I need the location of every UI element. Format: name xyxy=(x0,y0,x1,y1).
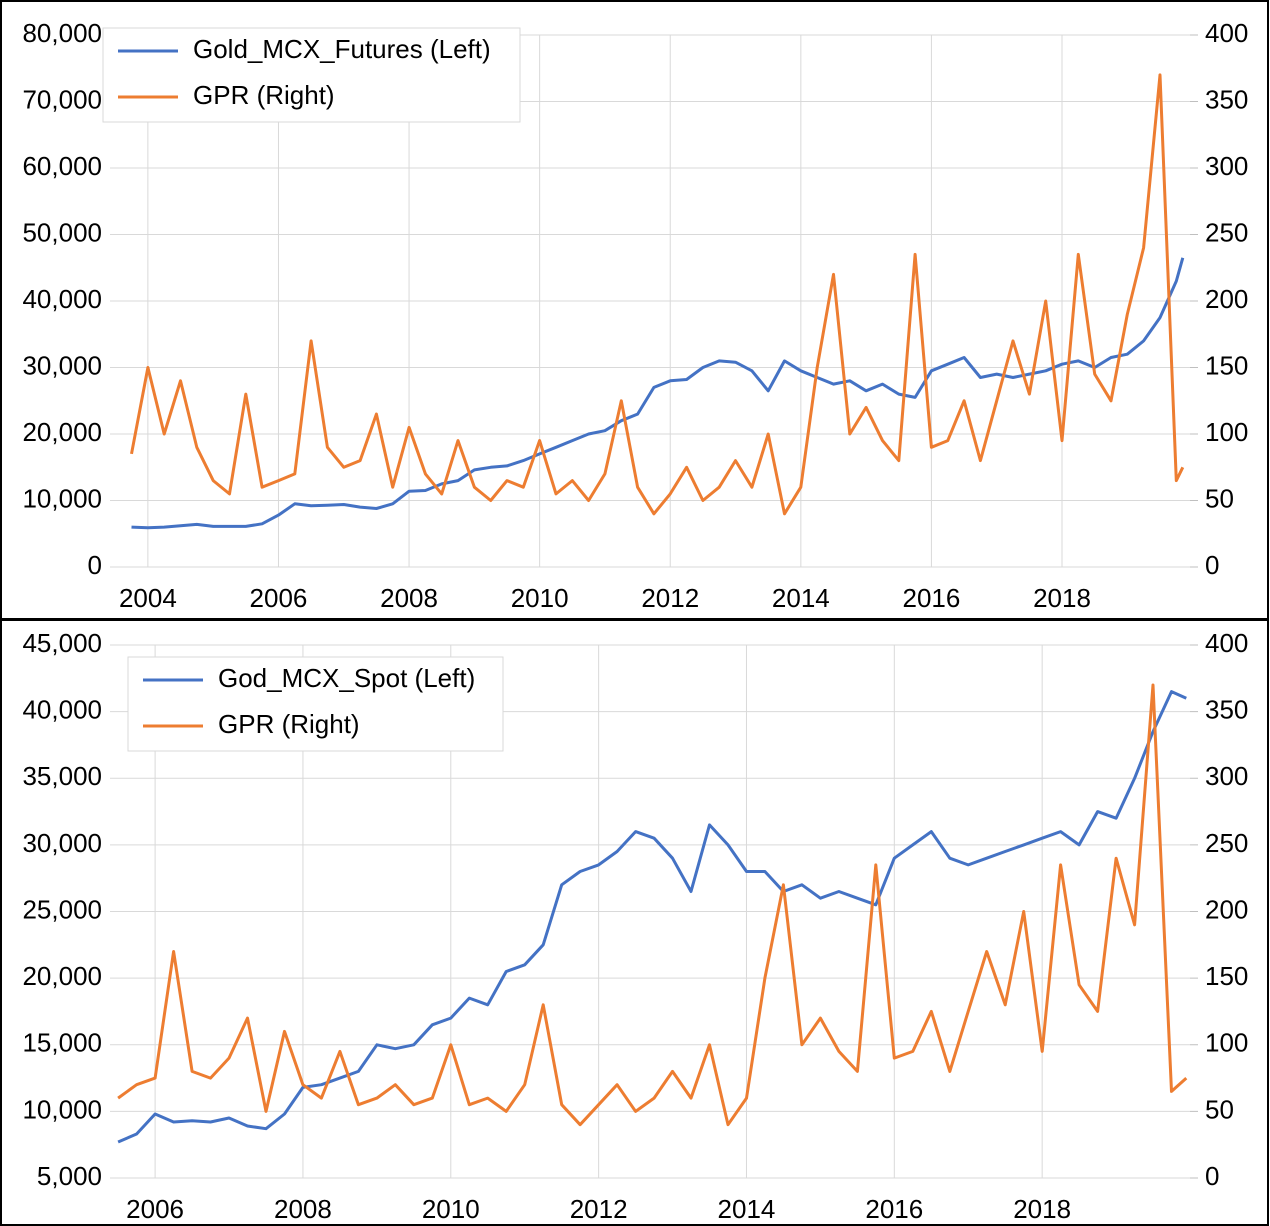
y2-tick-label: 350 xyxy=(1205,84,1248,114)
y2-tick-label: 350 xyxy=(1205,695,1248,725)
chart-panel: 0 10,000 20,000 30,000 40,000 50,000 60,000 70,… xyxy=(0,0,1269,620)
x-tick-label: 2004 xyxy=(119,583,177,613)
y-tick-label: 30,000 xyxy=(22,828,102,858)
series-line xyxy=(130,73,1185,516)
y-tick-label: 35,000 xyxy=(22,761,102,791)
legend-box xyxy=(102,27,521,123)
y2-tick-label: 150 xyxy=(1205,961,1248,991)
x-tick-label: 2016 xyxy=(903,583,961,613)
y-tick-label: 10,000 xyxy=(22,483,102,513)
y2-tick-label: 100 xyxy=(1205,1028,1248,1058)
y2-tick-label: 100 xyxy=(1205,417,1248,447)
y2-tick-label: 0 xyxy=(1205,1161,1219,1191)
x-tick-label: 2006 xyxy=(250,583,308,613)
y-tick-label: 15,000 xyxy=(22,1028,102,1058)
x-tick-label: 2012 xyxy=(570,1194,628,1224)
series-line xyxy=(117,690,1187,1144)
y2-tick-label: 200 xyxy=(1205,284,1248,314)
y2-tick-label: 200 xyxy=(1205,894,1248,924)
x-tick-label: 2010 xyxy=(422,1194,480,1224)
y-tick-label: 30,000 xyxy=(22,350,102,380)
x-tick-label: 2008 xyxy=(274,1194,332,1224)
x-tick-label: 2014 xyxy=(772,583,830,613)
legend-label: God_MCX_Spot (Left) xyxy=(218,663,475,693)
y-tick-label: 40,000 xyxy=(22,284,102,314)
y2-tick-label: 50 xyxy=(1205,483,1234,513)
y-tick-label: 25,000 xyxy=(22,894,102,924)
y-tick-label: 20,000 xyxy=(22,961,102,991)
y2-tick-label: 50 xyxy=(1205,1094,1234,1124)
series-line xyxy=(117,683,1188,1127)
y-tick-label: 20,000 xyxy=(22,417,102,447)
panel-border xyxy=(0,620,1269,1226)
y2-tick-label: 400 xyxy=(1205,18,1248,48)
x-tick-label: 2014 xyxy=(718,1194,776,1224)
series-line xyxy=(131,257,1185,530)
y2-tick-label: 250 xyxy=(1205,217,1248,247)
x-tick-label: 2016 xyxy=(865,1194,923,1224)
y-tick-label: 80,000 xyxy=(22,18,102,48)
y2-tick-label: 300 xyxy=(1205,761,1248,791)
legend-label: Gold_MCX_Futures (Left) xyxy=(193,34,491,64)
y-tick-label: 45,000 xyxy=(22,628,102,658)
chart-panel: 5,000 10,000 15,000 20,000 25,000 30,000 35,00… xyxy=(0,620,1269,1226)
y-tick-label: 50,000 xyxy=(22,217,102,247)
y2-tick-label: 150 xyxy=(1205,350,1248,380)
y2-tick-label: 300 xyxy=(1205,151,1248,181)
y-tick-label: 0 xyxy=(88,550,102,580)
x-tick-label: 2008 xyxy=(380,583,438,613)
y2-tick-label: 0 xyxy=(1205,550,1219,580)
x-tick-label: 2010 xyxy=(511,583,569,613)
x-tick-label: 2012 xyxy=(641,583,699,613)
y-tick-label: 70,000 xyxy=(22,84,102,114)
y-tick-label: 40,000 xyxy=(22,695,102,725)
y2-tick-label: 400 xyxy=(1205,628,1248,658)
x-tick-label: 2018 xyxy=(1033,583,1091,613)
y-tick-label: 5,000 xyxy=(37,1161,102,1191)
y2-tick-label: 250 xyxy=(1205,828,1248,858)
y-tick-label: 10,000 xyxy=(22,1094,102,1124)
panel-border xyxy=(0,0,1269,620)
x-tick-label: 2006 xyxy=(126,1194,184,1224)
legend-label: GPR (Right) xyxy=(193,80,335,110)
legend-box xyxy=(127,656,504,752)
y-tick-label: 60,000 xyxy=(22,151,102,181)
x-tick-label: 2018 xyxy=(1013,1194,1071,1224)
legend-label: GPR (Right) xyxy=(218,709,360,739)
